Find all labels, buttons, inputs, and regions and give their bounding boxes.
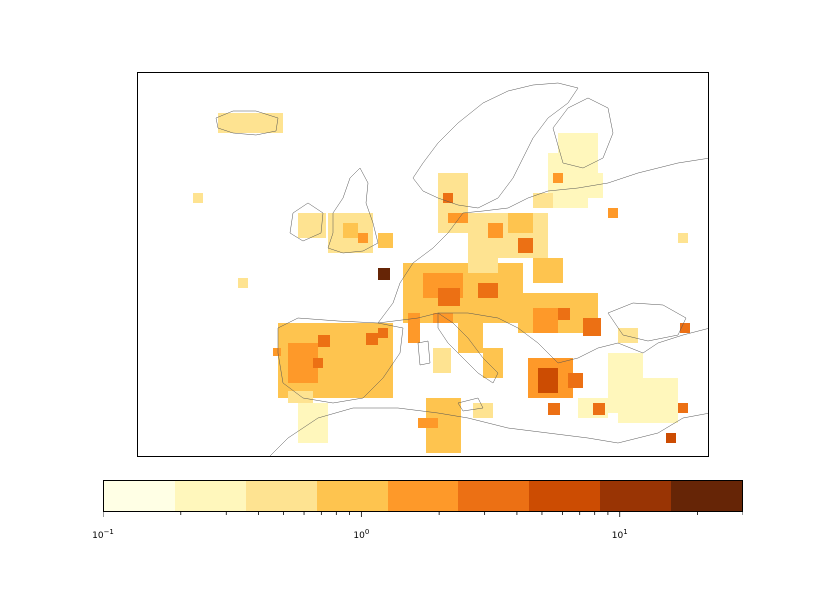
map-grid-cell — [313, 358, 323, 368]
map-grid-cell — [318, 335, 330, 347]
map-grid-cell — [608, 208, 618, 218]
colorbar — [103, 480, 743, 512]
coastline-iceland — [215, 110, 279, 136]
map-grid-cell — [593, 403, 605, 415]
map-grid-cell — [548, 403, 560, 415]
map-grid-cell — [666, 433, 676, 443]
colorbar-segment — [174, 481, 246, 511]
map-grid-cell — [418, 418, 438, 428]
map-grid-cell — [343, 223, 358, 238]
map-grid-cell — [478, 283, 498, 298]
map-grid-cell — [468, 253, 498, 273]
colorbar-segment — [529, 481, 601, 511]
colorbar-segment — [458, 481, 530, 511]
map-grid-cell — [678, 233, 688, 243]
colorbar-tick-label: 100 — [353, 528, 370, 541]
colorbar-segment — [387, 481, 459, 511]
coastline-islands — [417, 340, 484, 412]
map-grid-cell — [288, 391, 313, 403]
coastline-black-sea — [607, 302, 687, 342]
colorbar-segment — [245, 481, 317, 511]
coastline-mainland — [377, 158, 708, 364]
colorbar-ticks: 10−1 100 101 — [92, 512, 743, 542]
map-grid-cell — [558, 133, 598, 173]
map-grid-cell — [328, 373, 378, 398]
map-panel — [137, 72, 709, 457]
colorbar-segment — [671, 481, 743, 511]
map-grid-cell — [578, 173, 603, 198]
map-grid-cell — [218, 113, 283, 133]
map-grid-cell — [448, 213, 468, 223]
map-grid-cell — [533, 193, 553, 208]
map-grid-cell — [193, 193, 203, 203]
colorbar-segment — [600, 481, 672, 511]
map-grid-cell — [553, 173, 563, 183]
map-grid-cell — [538, 368, 558, 393]
map-grid-cell — [433, 348, 451, 373]
map-grid-cell — [378, 268, 390, 280]
map-grid-cell — [273, 348, 281, 356]
colorbar-tick-label: 10−1 — [92, 528, 114, 541]
map-grid-cell — [298, 213, 326, 238]
map-grid-cell — [438, 288, 460, 306]
coastline-ireland — [289, 202, 324, 242]
colorbar-tick-label: 101 — [611, 528, 628, 541]
colorbar-segment — [104, 481, 175, 511]
map-grid-cell — [358, 233, 368, 243]
map-grid-cell — [473, 403, 493, 418]
map-grid-cell — [378, 328, 388, 338]
map-grid-cell — [678, 403, 688, 413]
map-grid-cell — [483, 348, 503, 378]
coastline-scandinavia — [412, 82, 579, 209]
coastline-africa — [269, 407, 708, 456]
map-grid-cell — [488, 223, 503, 238]
map-grid-cell — [443, 193, 453, 203]
coastline-iberia — [277, 317, 404, 404]
coastline-italy — [437, 312, 499, 384]
map-grid-cell — [618, 328, 638, 343]
map-grid-cell — [618, 378, 678, 423]
coastline-britain — [327, 167, 379, 254]
europe-map — [193, 82, 708, 456]
map-grid-cell — [378, 233, 393, 248]
map-grid-cell — [458, 323, 483, 353]
map-grid-cell — [518, 238, 533, 253]
map-grid-cell — [558, 308, 570, 320]
map-grid-cell — [298, 403, 328, 443]
map-grid-cell — [238, 278, 248, 288]
map-grid-cell — [408, 313, 420, 343]
coastline-finland — [552, 97, 614, 169]
map-grid-cell — [533, 258, 563, 283]
map-grid-cell — [366, 333, 378, 345]
map-grid-cell — [433, 313, 453, 323]
map-grid-cell — [533, 308, 558, 333]
map-grid-cell — [508, 213, 533, 233]
map-grid-cell — [680, 323, 690, 333]
colorbar-segment — [316, 481, 388, 511]
map-grid-cell — [583, 318, 601, 336]
map-grid-cell — [568, 373, 583, 388]
